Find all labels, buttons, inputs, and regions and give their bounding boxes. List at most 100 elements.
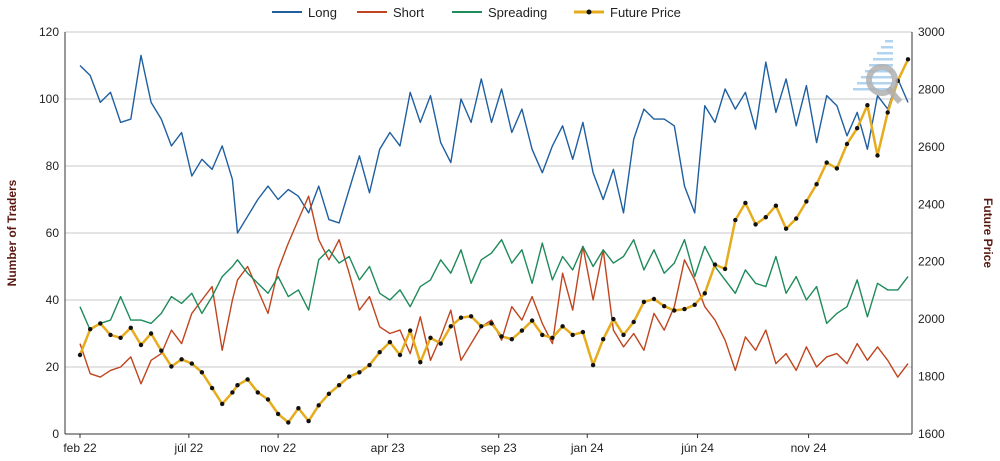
data-point-future-price: [885, 110, 890, 115]
logo-stripe: [885, 40, 893, 43]
data-point-future-price: [844, 141, 850, 147]
data-point-future-price: [794, 216, 799, 221]
data-point-future-price: [220, 401, 225, 407]
data-point-future-price: [692, 302, 697, 307]
y-tick-label: 100: [39, 92, 59, 106]
series-line-spreading: [79, 238, 909, 331]
y2-tick-label: 2000: [918, 312, 945, 326]
logo-tail: [885, 86, 903, 104]
y-tick-label: 40: [46, 293, 60, 307]
y2-tick-label: 2600: [918, 140, 945, 154]
y-tick-label: 120: [39, 25, 59, 39]
watermark-logo-icon: [853, 40, 903, 104]
legend-label: Future Price: [610, 5, 681, 20]
data-point-future-price: [88, 327, 93, 332]
logo-stripe: [865, 70, 893, 73]
data-point-future-price: [672, 308, 677, 313]
data-point-future-price: [509, 337, 514, 342]
data-point-future-price: [855, 126, 860, 131]
x-tick-label: feb 22: [63, 441, 97, 455]
grid-lines: [65, 31, 912, 368]
data-point-future-price: [336, 383, 342, 388]
legend-marker: [586, 9, 592, 15]
series-layer: [77, 54, 911, 425]
legend-label: Spreading: [488, 5, 547, 20]
data-point-future-price: [286, 420, 291, 425]
logo-ring: [866, 64, 898, 96]
data-point-future-price: [230, 390, 235, 395]
data-point-future-price: [458, 315, 464, 320]
data-point-future-price: [479, 324, 484, 329]
x-tick-label: jún 24: [680, 441, 714, 455]
data-point-future-price: [621, 332, 626, 338]
y2-tick-label: 1800: [918, 370, 945, 384]
x-tick-label: nov 24: [791, 441, 827, 455]
data-point-future-price: [316, 403, 321, 408]
data-point-future-price: [418, 360, 423, 365]
data-point-future-price: [438, 341, 443, 346]
data-point-future-price: [235, 383, 240, 388]
legend-label: Short: [393, 5, 424, 20]
data-point-future-price: [631, 319, 636, 325]
data-point-future-price: [387, 339, 393, 345]
y2-tick-label: 2400: [918, 197, 945, 211]
data-point-future-price: [580, 329, 586, 335]
logo-stripe: [881, 46, 893, 49]
logo-stripe: [877, 52, 893, 55]
y-tick-label: 0: [52, 427, 59, 441]
y2-tick-label: 2200: [918, 255, 945, 269]
data-point-future-price: [489, 321, 494, 326]
data-point-future-price: [326, 391, 332, 396]
data-point-future-price: [753, 222, 758, 227]
data-point-future-price: [428, 335, 433, 340]
legend: Long Short Spreading Future Price: [272, 5, 681, 20]
y2-axis-title: Future Price: [981, 198, 995, 268]
x-tick-label: nov 22: [260, 441, 296, 455]
data-point-future-price: [367, 362, 372, 368]
data-point-future-price: [347, 374, 352, 379]
data-point-future-price: [865, 103, 870, 108]
logo-stripe: [857, 82, 893, 85]
data-point-future-price: [641, 299, 647, 305]
data-point-future-price: [651, 296, 657, 302]
data-point-future-price: [108, 332, 113, 338]
series-line-short: [79, 195, 909, 385]
data-point-future-price: [265, 397, 271, 402]
y-axis-title: Number of Traders: [5, 179, 19, 286]
data-point-future-price: [824, 160, 829, 165]
legend-label: Long: [308, 5, 337, 20]
x-tick-label: jan 24: [570, 441, 604, 455]
data-point-future-price: [682, 306, 687, 312]
data-point-future-price: [783, 226, 789, 231]
data-point-future-price: [199, 370, 205, 375]
data-point-future-price: [712, 262, 718, 267]
data-point-future-price: [519, 328, 525, 333]
y2-tick-label: 1600: [918, 427, 945, 441]
data-point-future-price: [814, 182, 819, 187]
data-point-future-price: [296, 406, 301, 411]
data-point-future-price: [98, 321, 103, 326]
data-point-future-price: [722, 266, 728, 272]
x-tick-label: júl 22: [174, 441, 204, 455]
y-tick-label: 80: [46, 159, 60, 173]
data-point-future-price: [743, 200, 748, 206]
data-point-future-price: [189, 361, 194, 366]
y2-tick-label: 2800: [918, 82, 945, 96]
data-point-future-price: [905, 57, 911, 62]
data-point-future-price: [702, 291, 707, 296]
data-point-future-price: [148, 331, 154, 336]
data-point-future-price: [763, 215, 768, 220]
y-tick-label: 60: [46, 226, 60, 240]
data-point-future-price: [590, 362, 596, 368]
x-tick-label: apr 23: [371, 441, 405, 455]
data-point-future-price: [468, 314, 474, 319]
series-line-long: [79, 54, 909, 234]
data-point-future-price: [834, 166, 840, 171]
data-point-future-price: [611, 316, 616, 322]
data-point-future-price: [773, 203, 779, 208]
data-point-future-price: [306, 418, 311, 424]
y-tick-label: 20: [46, 360, 60, 374]
axes: [64, 32, 913, 435]
data-point-future-price: [397, 352, 403, 358]
